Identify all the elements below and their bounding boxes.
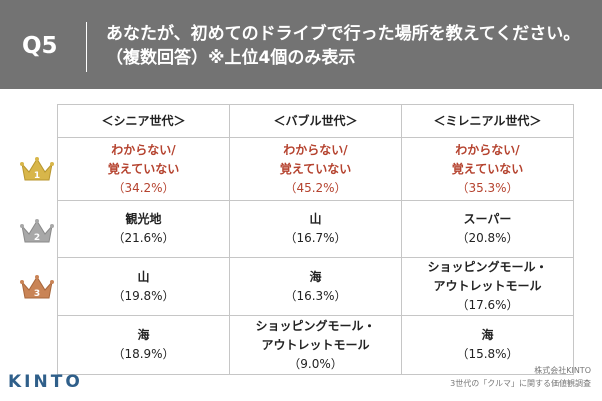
cell-percent: （16.3%） <box>284 288 347 303</box>
table-cell: 山 （19.8%） <box>57 257 230 316</box>
cell-place: ショッピングモール・ アウトレットモール <box>255 318 376 352</box>
cell-percent: （17.6%） <box>456 298 519 312</box>
cell-percent: （35.3%） <box>456 180 519 195</box>
table-cell: ショッピングモール・ アウトレットモール （17.6%） <box>401 257 574 316</box>
cell-percent: （34.2%） <box>112 180 175 195</box>
table-row: 海 （18.9%） ショッピングモール・ アウトレットモール （9.0%） 海 … <box>57 315 574 375</box>
kinto-logo: KINTO <box>8 372 83 392</box>
rank-number: 3 <box>34 289 40 299</box>
table-row: わからない/ 覚えていない （34.2%） わからない/ 覚えていない （45.… <box>57 137 574 201</box>
column-header-bubble: ＜バブル世代＞ <box>229 104 402 138</box>
cell-place: 山 <box>137 269 150 284</box>
cell-percent: （18.9%） <box>112 347 175 361</box>
table-cell: わからない/ 覚えていない （35.3%） <box>401 137 574 201</box>
rank-number: 1 <box>34 171 40 181</box>
cell-percent: （19.8%） <box>112 288 175 303</box>
cell-place: 海 <box>481 328 494 342</box>
cell-place: 山 <box>309 212 322 226</box>
table-cell: 海 （16.3%） <box>229 257 402 316</box>
silver-crown-icon: 2 <box>20 219 54 243</box>
table-cell: 山 （16.7%） <box>229 200 402 258</box>
cell-percent: （21.6%） <box>112 231 175 245</box>
cell-percent: （15.8%） <box>456 347 519 361</box>
cell-percent: （45.2%） <box>284 180 347 195</box>
question-title: あなたが、初めてのドライブで行った場所を教えてください。 <box>106 24 581 44</box>
table-cell: わからない/ 覚えていない （45.2%） <box>229 137 402 201</box>
table-cell: 観光地 （21.6%） <box>57 200 230 258</box>
cell-place: わからない/ 覚えていない <box>451 142 524 176</box>
header-divider <box>86 22 87 72</box>
table-header-row: ＜シニア世代＞ ＜バブル世代＞ ＜ミレニアル世代＞ <box>57 104 574 138</box>
cell-percent: （9.0%） <box>288 356 343 371</box>
cell-place: 海 <box>309 269 322 284</box>
cell-percent: （20.8%） <box>456 231 519 245</box>
cell-place: スーパー <box>463 212 512 226</box>
cell-place: わからない/ 覚えていない <box>107 142 180 176</box>
cell-percent: （16.7%） <box>284 231 347 245</box>
gold-crown-icon: 1 <box>20 157 54 181</box>
table-cell: スーパー （20.8%） <box>401 200 574 258</box>
column-header-millennial: ＜ミレニアル世代＞ <box>401 104 574 138</box>
table-cell: ショッピングモール・ アウトレットモール （9.0%） <box>229 315 402 375</box>
rank-number: 2 <box>34 233 40 243</box>
question-header: Q5 あなたが、初めてのドライブで行った場所を教えてください。 （複数回答）※上… <box>0 0 602 89</box>
cell-place: わからない/ 覚えていない <box>279 142 352 176</box>
table-cell: 海 （15.8%） <box>401 315 574 375</box>
source-company: 株式会社KINTO <box>534 366 591 375</box>
table-cell: わからない/ 覚えていない （34.2%） <box>57 137 230 201</box>
question-note: （複数回答）※上位4個のみ表示 <box>106 48 356 68</box>
table-row: 山 （19.8%） 海 （16.3%） ショッピングモール・ アウトレットモール… <box>57 257 574 316</box>
question-number: Q5 <box>22 33 58 59</box>
source-survey: 3世代の「クルマ」に関する価値観調査 <box>450 379 591 388</box>
bronze-crown-icon: 3 <box>20 275 54 299</box>
cell-place: 海 <box>137 328 150 342</box>
cell-place: ショッピングモール・ アウトレットモール <box>427 260 548 293</box>
table-row: 観光地 （21.6%） 山 （16.7%） スーパー （20.8%） <box>57 200 574 258</box>
ranking-table: ＜シニア世代＞ ＜バブル世代＞ ＜ミレニアル世代＞ わからない/ 覚えていない … <box>57 104 574 375</box>
table-cell: 海 （18.9%） <box>57 315 230 375</box>
column-header-senior: ＜シニア世代＞ <box>57 104 230 138</box>
cell-place: 観光地 <box>125 212 162 226</box>
